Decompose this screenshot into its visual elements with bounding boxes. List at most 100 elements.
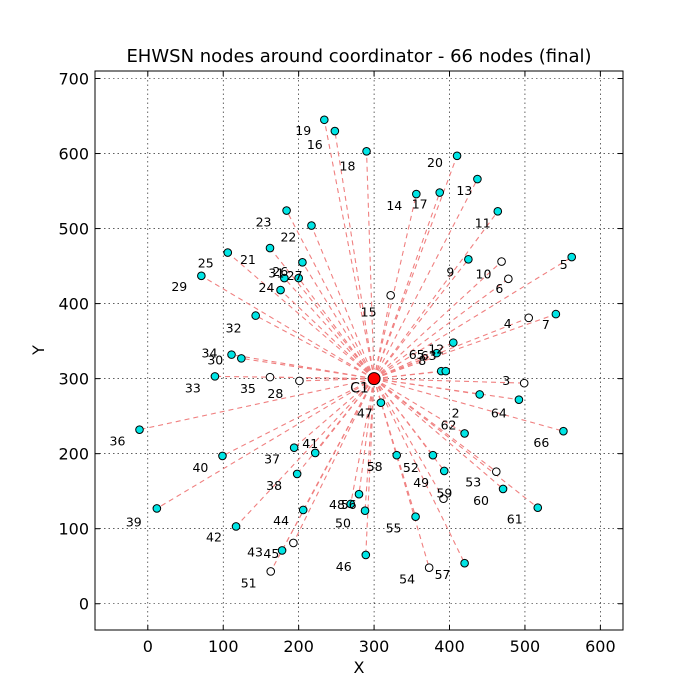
node-label-33: 33	[185, 380, 201, 395]
link-41	[314, 378, 375, 454]
node-48	[354, 489, 364, 499]
link-26	[283, 277, 375, 380]
node-23	[282, 206, 291, 215]
link-29	[201, 275, 375, 380]
link-34	[231, 354, 375, 380]
node-label-35: 35	[240, 381, 256, 396]
y-tick-label: 400	[58, 295, 89, 314]
link-46	[365, 378, 375, 555]
node-label-40: 40	[192, 460, 208, 475]
x-tick-label: 300	[359, 637, 390, 656]
y-ticks: 0 100 200 300 400 500 600 700	[58, 70, 623, 614]
node-52	[428, 450, 438, 460]
node-66	[559, 426, 568, 436]
node-25	[223, 248, 233, 257]
chart-title: EHWSN nodes around coordinator - 66 node…	[126, 46, 591, 67]
node-label-56: 56	[341, 497, 357, 512]
node-14	[412, 189, 421, 199]
node-54	[424, 563, 434, 573]
node-30	[237, 354, 246, 363]
node-label-18: 18	[340, 158, 356, 173]
node-19	[320, 115, 329, 125]
node-62	[460, 429, 469, 438]
node-label-58: 58	[367, 459, 383, 474]
node-label-12: 12	[428, 342, 444, 357]
node-10	[497, 257, 506, 266]
node-label-31: 31	[268, 265, 284, 280]
node-21	[265, 243, 275, 253]
plot-frame	[94, 70, 624, 631]
node-label-8: 8	[418, 353, 426, 368]
node-label-7: 7	[542, 317, 550, 332]
x-tick-label: 500	[510, 637, 541, 656]
node-label-2: 2	[452, 405, 460, 420]
node-65	[432, 348, 441, 358]
node-label-61: 61	[507, 512, 523, 527]
node-51	[266, 567, 276, 576]
node-33	[210, 372, 220, 381]
node-label-45: 45	[263, 546, 279, 561]
node-9	[464, 255, 473, 264]
link-58	[373, 378, 398, 456]
link-3	[374, 378, 525, 384]
link-52	[373, 378, 434, 456]
link-64	[374, 378, 519, 401]
link-6	[373, 278, 509, 380]
node-49	[439, 466, 449, 476]
node-20	[452, 151, 462, 161]
link-56	[350, 378, 375, 505]
node-label-44: 44	[273, 513, 289, 528]
node-label-42: 42	[206, 529, 222, 544]
link-17	[373, 192, 441, 379]
node-5	[567, 252, 577, 262]
link-5	[373, 256, 572, 380]
nodes	[135, 115, 577, 576]
node-label-57: 57	[435, 567, 451, 582]
node-59	[439, 494, 448, 503]
node-label-46: 46	[336, 559, 352, 574]
node-label-17: 17	[412, 197, 428, 212]
link-60	[373, 378, 504, 490]
node-29	[197, 271, 206, 281]
link-61	[373, 378, 539, 509]
coordinator-label: C1	[350, 381, 369, 397]
node-31	[298, 258, 307, 267]
link-65	[373, 352, 437, 380]
node-label-22: 22	[280, 230, 296, 245]
node-label-25: 25	[198, 256, 214, 271]
node-label-4: 4	[504, 316, 512, 331]
node-36	[135, 425, 144, 434]
node-label-21: 21	[240, 252, 256, 267]
node-label-36: 36	[110, 434, 126, 449]
link-14	[373, 193, 417, 379]
node-39	[152, 504, 162, 513]
node-label-16: 16	[307, 137, 323, 152]
x-tick-label: 200	[283, 637, 314, 656]
x-tick-label: 400	[434, 637, 465, 656]
node-37	[289, 443, 299, 452]
coordinator: C1	[350, 372, 381, 397]
node-label-53: 53	[465, 475, 481, 490]
link-13	[373, 178, 478, 379]
link-21	[269, 247, 375, 379]
node-22	[307, 221, 316, 230]
node-label-13: 13	[456, 183, 472, 198]
node-label-23: 23	[256, 215, 272, 230]
node-38	[292, 469, 302, 479]
node-label-54: 54	[399, 572, 415, 587]
x-tick-label: 100	[208, 637, 239, 656]
link-28	[299, 378, 375, 382]
link-12	[373, 342, 454, 380]
link-31	[301, 262, 375, 379]
link-23	[286, 210, 375, 379]
node-50	[360, 506, 370, 515]
node-40	[218, 451, 227, 461]
node-46	[361, 550, 371, 560]
node-53	[491, 467, 501, 476]
node-26	[280, 273, 289, 283]
link-54	[373, 378, 430, 568]
link-53	[373, 378, 497, 473]
node-label-30: 30	[207, 352, 223, 367]
